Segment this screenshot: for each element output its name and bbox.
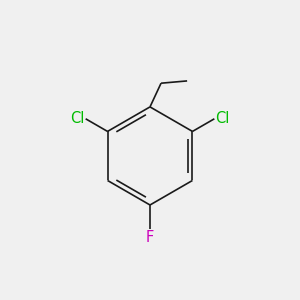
- Text: Cl: Cl: [215, 111, 230, 126]
- Text: Cl: Cl: [70, 111, 85, 126]
- Text: F: F: [146, 230, 154, 245]
